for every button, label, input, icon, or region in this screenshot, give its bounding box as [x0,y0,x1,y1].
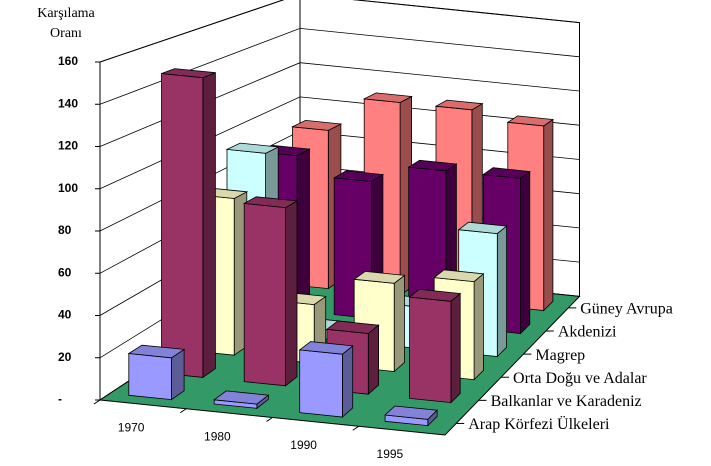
x-tick [352,425,360,431]
bar [213,390,270,410]
bar-side [202,72,216,379]
y-tick-label: 40 [58,308,72,322]
bar-top [433,269,485,283]
bar-side [473,272,484,381]
bar-side [367,324,380,396]
bar-top [213,390,270,405]
bar-side [296,148,310,312]
bar-top [161,68,216,79]
x-tick-label: 1970 [118,421,145,435]
bar-front [299,349,343,418]
y-tick-label: 140 [58,96,78,110]
series-label: Balkanlar ve Karadeniz [491,393,642,410]
x-tick [266,417,273,422]
bar-top [457,221,508,235]
bar [161,68,216,379]
bar-front [161,73,204,378]
bar-front [409,296,452,404]
series-label: Arap Körfezi Ülkeleri [468,415,610,433]
grid-line [99,0,580,63]
y-tick-label: 100 [58,181,78,195]
bar-top [506,115,555,127]
bar-top [362,92,413,103]
bar-top [127,344,186,359]
bar-side [543,118,554,312]
bar [127,344,186,401]
y-tick-label: 60 [58,265,72,279]
bar [242,196,299,387]
bar-top [353,270,406,284]
bar-top [407,159,458,172]
bar-top [434,99,484,111]
bar-top [408,288,462,302]
bar-side [341,345,354,418]
y-axis-title: Oranı [50,26,82,41]
bar-side [450,292,461,404]
bar-top [384,405,438,420]
bar-top [242,196,299,209]
y-axis-title: Karşılama [37,6,95,21]
bar-top [291,119,343,131]
y-tick-label: 80 [58,223,72,237]
bar-side [285,200,298,387]
x-tick [93,399,101,405]
bar [384,405,438,427]
x-tick [179,408,187,414]
bar [408,288,462,404]
y-tick-label: 160 [58,54,78,68]
x-tick-label: 1990 [290,438,317,452]
x-tick-label: 1995 [377,447,404,461]
bar-side [393,274,405,373]
series-label: Akdenizi [558,324,617,341]
bar [298,341,354,418]
y-tick-label: 20 [58,350,72,364]
x-tick-label: 1980 [204,429,231,443]
y-tick-label: 120 [58,139,78,153]
bar-top [482,167,531,179]
y-tick-label: - [58,392,62,406]
series-label: Güney Avrupa [580,301,673,318]
bar-top [332,170,385,182]
bar-top [298,341,354,355]
bar-front [243,202,287,387]
bar-top [325,320,380,334]
series-label: Magrep [535,347,585,364]
bar-top [225,142,280,154]
bar-front [128,353,172,401]
bar-side [496,225,508,358]
series-label: Orta Doğu ve Adalar [513,370,647,387]
bar-side [520,170,531,335]
